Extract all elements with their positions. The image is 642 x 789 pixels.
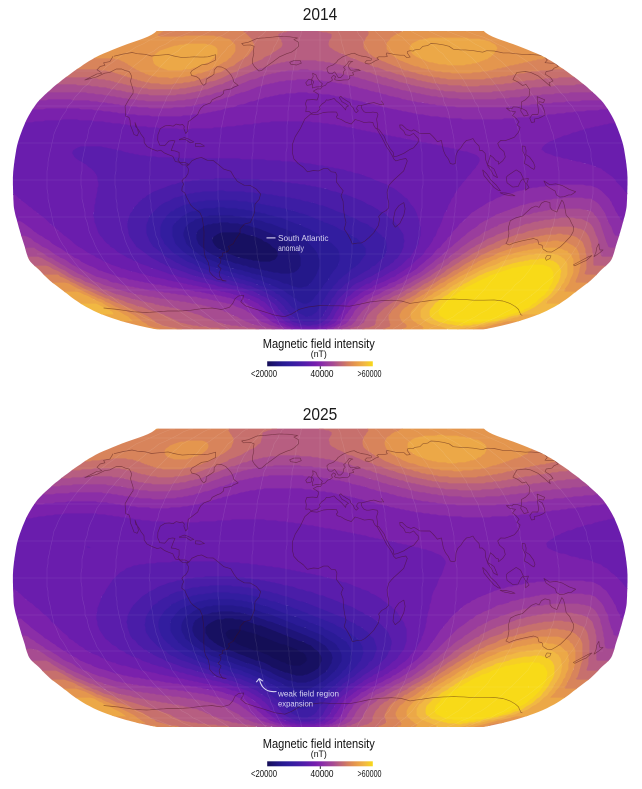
svg-text:<20000: <20000 [251,769,277,780]
svg-text:2025: 2025 [303,404,338,424]
svg-text:2014: 2014 [303,4,338,24]
svg-text:>60000: >60000 [358,369,382,380]
svg-text:weak field region: weak field region [277,688,339,698]
svg-text:<20000: <20000 [251,369,277,380]
svg-text:(nT): (nT) [311,349,327,359]
svg-text:(nT): (nT) [311,749,327,759]
svg-text:>60000: >60000 [358,769,382,780]
svg-text:40000: 40000 [311,769,334,780]
svg-text:anomaly: anomaly [278,243,305,253]
svg-text:South Atlantic: South Atlantic [278,233,329,243]
svg-text:Magnetic field intensity: Magnetic field intensity [263,737,376,751]
svg-text:Magnetic field intensity: Magnetic field intensity [263,337,376,351]
svg-text:expansion: expansion [278,698,313,708]
svg-text:40000: 40000 [311,369,334,380]
